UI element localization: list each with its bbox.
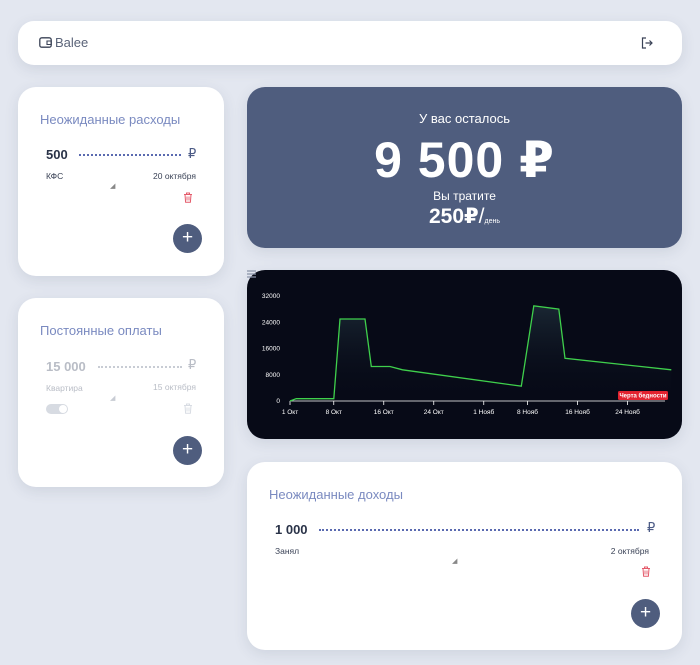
- add-payment-button[interactable]: +: [173, 436, 202, 465]
- poverty-line-badge: [618, 391, 668, 400]
- trash-icon[interactable]: [183, 192, 193, 203]
- app-name: Balee: [55, 35, 89, 50]
- chart-area: [290, 305, 672, 401]
- x-tick-label: 24 Нояб: [615, 408, 640, 416]
- amount-field[interactable]: 500: [46, 147, 68, 162]
- balance-label: У вас осталось: [419, 111, 510, 126]
- logout-icon[interactable]: [640, 36, 654, 50]
- spend-label: Вы тратите: [433, 189, 496, 203]
- card-title: Постоянные оплаты: [40, 323, 162, 338]
- unexpected-expenses-card: Неожиданные расходы 500 ₽ КФС ◢ 20 октяб…: [18, 87, 224, 276]
- enabled-toggle[interactable]: [46, 404, 68, 414]
- balance-card: У вас осталось 9 500 ₽ Вы тратите 250₽/д…: [247, 87, 682, 248]
- fixed-payments-card: Постоянные оплаты 15 000 ₽ Квартира ◢ 15…: [18, 298, 224, 487]
- amount-field[interactable]: 15 000: [46, 359, 86, 374]
- unexpected-income-card: Неожиданные доходы 1 000 ₽ Занял ◢ 2 окт…: [247, 462, 682, 650]
- y-tick-label: 0: [276, 398, 280, 405]
- card-title: Неожиданные расходы: [40, 112, 181, 127]
- description-field[interactable]: КФС: [46, 171, 64, 181]
- x-tick-label: 16 Нояб: [565, 408, 590, 416]
- daily-amount: 250: [428, 205, 465, 228]
- trash-icon[interactable]: [641, 566, 651, 577]
- top-bar: Balee: [18, 21, 682, 65]
- daily-spend: 250₽/день: [247, 204, 682, 229]
- currency-sign: ₽: [647, 520, 656, 535]
- date-field[interactable]: 15 октября: [153, 382, 196, 392]
- y-tick-label: 8000: [266, 372, 281, 379]
- y-tick-label: 32000: [262, 293, 280, 300]
- date-field[interactable]: 20 октября: [153, 171, 196, 181]
- daily-slash: /: [478, 205, 485, 228]
- x-tick-label: 8 Нояб: [517, 408, 538, 416]
- resize-handle[interactable]: ◢: [110, 395, 116, 402]
- x-tick-label: 8 Окт: [326, 409, 342, 416]
- amount-leader: [319, 529, 639, 531]
- poverty-line-label: Черта бедности: [619, 393, 666, 400]
- amount-leader: [98, 366, 182, 368]
- daily-unit: день: [484, 218, 501, 225]
- menu-icon[interactable]: [247, 270, 256, 278]
- x-tick-label: 24 Окт: [424, 409, 444, 416]
- amount-field[interactable]: 1 000: [275, 522, 308, 537]
- resize-handle[interactable]: ◢: [452, 558, 458, 565]
- wallet-icon: [39, 37, 52, 48]
- date-field[interactable]: 2 октября: [610, 546, 649, 556]
- currency-sign: ₽: [188, 146, 197, 161]
- x-tick-label: 16 Окт: [374, 409, 394, 416]
- amount-leader: [79, 154, 181, 156]
- add-expense-button[interactable]: +: [173, 224, 202, 253]
- app-logo[interactable]: Balee: [39, 35, 88, 50]
- resize-handle[interactable]: ◢: [110, 183, 116, 190]
- chart-canvas: 32000 24000 16000 8000 0 1 Окт 8 Окт 16 Окт 24 …: [262, 293, 672, 416]
- balance-chart: 32000 24000 16000 8000 0 1 Окт 8 Окт 16 Окт 24 …: [247, 270, 682, 439]
- trash-icon[interactable]: [183, 403, 193, 414]
- balance-amount: 9 500 ₽: [374, 132, 555, 188]
- daily-currency: ₽: [464, 205, 479, 228]
- y-tick-label: 16000: [262, 346, 280, 353]
- currency-sign: ₽: [188, 357, 197, 372]
- y-tick-label: 24000: [262, 319, 280, 326]
- x-tick-label: 1 Окт: [282, 409, 298, 416]
- chart-series-line: [289, 305, 672, 402]
- add-income-button[interactable]: +: [631, 599, 660, 628]
- description-field[interactable]: Занял: [275, 546, 300, 556]
- card-title: Неожиданные доходы: [269, 487, 403, 502]
- x-tick-label: 1 Нояб: [473, 408, 494, 416]
- description-field[interactable]: Квартира: [46, 383, 83, 393]
